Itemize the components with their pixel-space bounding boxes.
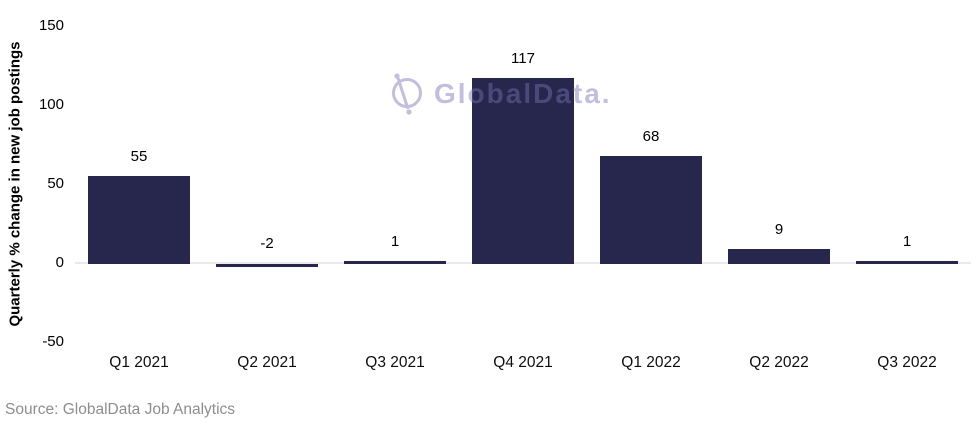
y-tick-0: 0 — [55, 254, 64, 271]
x-label-q3-2022: Q3 2022 — [877, 354, 937, 371]
value-label-q1-2021: 55 — [130, 148, 148, 165]
bar-q4-2021 — [472, 78, 574, 264]
y-tick-150: 150 — [38, 17, 64, 34]
bar-q2-2022 — [728, 249, 830, 264]
y-tick--50: -50 — [42, 333, 64, 350]
x-label-q1-2022: Q1 2022 — [621, 354, 681, 371]
x-label-q3-2021: Q3 2021 — [365, 354, 425, 371]
value-label-q2-2021: -2 — [260, 235, 274, 252]
bar-q2-2021 — [216, 264, 318, 267]
x-label-q4-2021: Q4 2021 — [493, 354, 553, 371]
bar-q3-2022 — [856, 261, 958, 264]
value-label-q2-2022: 9 — [774, 221, 784, 238]
bar-q3-2021 — [344, 261, 446, 264]
bar-q1-2022 — [600, 156, 702, 264]
bar-q1-2021 — [88, 176, 190, 264]
x-label-q2-2021: Q2 2021 — [237, 354, 297, 371]
source-note: Source: GlobalData Job Analytics — [5, 401, 236, 418]
value-label-q1-2022: 68 — [642, 128, 660, 145]
y-tick-50: 50 — [47, 175, 64, 192]
value-label-q4-2021: 117 — [511, 50, 535, 67]
x-label-q2-2022: Q2 2022 — [749, 354, 809, 371]
y-tick-100: 100 — [38, 96, 64, 113]
plot-area: 55 -2 1 117 68 9 1 — [75, 26, 971, 342]
x-label-q1-2021: Q1 2021 — [109, 354, 169, 371]
value-label-q3-2021: 1 — [390, 233, 400, 250]
value-label-q3-2022: 1 — [902, 233, 912, 250]
